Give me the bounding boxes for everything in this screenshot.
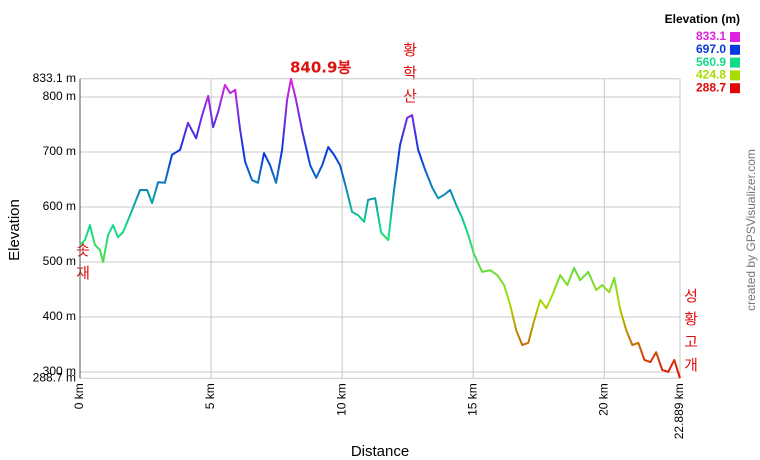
legend-label: 697.0	[696, 42, 726, 56]
x-tick-label: 20 km	[596, 383, 610, 416]
legend-label: 424.8	[696, 68, 726, 82]
elevation-line	[79, 77, 681, 379]
legend-swatch	[730, 32, 740, 42]
annotation: 황학산	[401, 42, 419, 111]
y-tick-label: 700 m	[43, 144, 76, 158]
legend-title: Elevation (m)	[665, 12, 740, 26]
y-tick-label: 400 m	[43, 309, 76, 323]
credit: created by GPSVisualizer.com	[744, 149, 758, 311]
legend-swatch	[730, 44, 740, 55]
annotation: 840.9봉	[290, 59, 351, 77]
y-tick-label: 288.7 m	[33, 370, 76, 384]
legend-label: 288.7	[696, 80, 726, 94]
legend-swatch	[730, 83, 740, 94]
x-tick-label: 15 km	[465, 383, 479, 416]
y-tick-label: 833.1 m	[33, 71, 76, 85]
x-axis-label: Distance	[351, 443, 409, 460]
y-axis-label: Elevation	[6, 199, 23, 261]
x-tick-label: 5 km	[203, 383, 217, 409]
x-tick-label: 22.889 km	[672, 383, 686, 439]
annotation: 성황고개	[682, 288, 700, 380]
y-tick-label: 500 m	[43, 254, 76, 268]
y-tick-label: 800 m	[43, 89, 76, 103]
y-tick-label: 300 m	[43, 364, 76, 378]
legend-swatch	[730, 70, 740, 81]
legend-label: 833.1	[696, 29, 726, 43]
x-tick-label: 0 km	[72, 383, 86, 409]
annotation: 솟재	[74, 242, 92, 288]
y-tick-label: 600 m	[43, 199, 76, 213]
legend-label: 560.9	[696, 55, 726, 69]
x-tick-label: 10 km	[334, 383, 348, 416]
legend-swatch	[730, 57, 740, 68]
